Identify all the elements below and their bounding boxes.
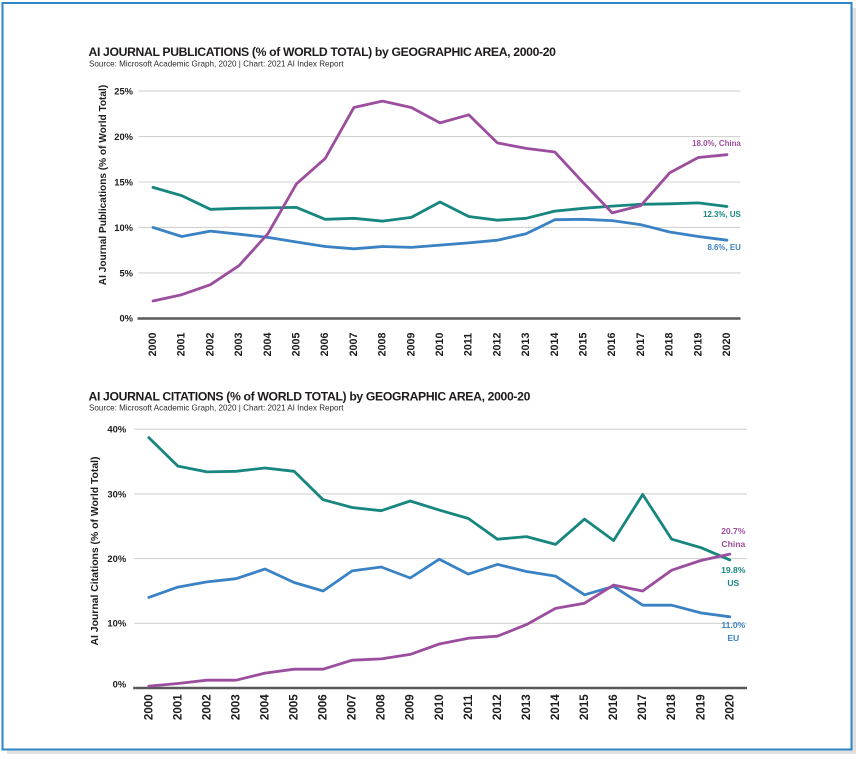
svg-text:8.6%, EU: 8.6%, EU (707, 243, 741, 252)
svg-text:2002: 2002 (200, 694, 213, 720)
svg-text:2020: 2020 (723, 694, 736, 720)
svg-text:2009: 2009 (404, 694, 417, 720)
svg-text:2011: 2011 (463, 333, 475, 356)
svg-text:2006: 2006 (317, 694, 330, 720)
svg-text:2003: 2003 (233, 333, 245, 357)
svg-text:US: US (727, 578, 739, 588)
svg-text:2010: 2010 (434, 333, 446, 357)
svg-text:2018: 2018 (664, 333, 676, 357)
svg-text:18.0%, China: 18.0%, China (692, 139, 741, 148)
svg-text:10%: 10% (114, 222, 133, 233)
svg-text:2017: 2017 (636, 694, 649, 720)
svg-text:2017: 2017 (635, 333, 647, 357)
svg-text:AI JOURNAL PUBLICATIONS (% of: AI JOURNAL PUBLICATIONS (% of WORLD TOTA… (89, 45, 557, 59)
svg-text:10%: 10% (107, 618, 126, 629)
svg-text:2018: 2018 (665, 694, 678, 720)
svg-text:China: China (721, 539, 745, 549)
svg-text:2004: 2004 (259, 694, 272, 720)
svg-text:EU: EU (727, 633, 739, 643)
svg-text:AI Journal Publications (% of: AI Journal Publications (% of World Tota… (98, 85, 109, 285)
svg-text:AI JOURNAL CITATIONS (% of WOR: AI JOURNAL CITATIONS (% of WORLD TOTAL) … (89, 389, 531, 403)
svg-text:2007: 2007 (348, 333, 360, 357)
svg-text:0%: 0% (119, 313, 133, 324)
svg-text:20%: 20% (107, 553, 126, 564)
svg-text:2002: 2002 (204, 333, 216, 357)
svg-text:2013: 2013 (520, 333, 532, 357)
svg-text:2015: 2015 (578, 333, 590, 357)
svg-text:2011: 2011 (462, 694, 475, 720)
svg-text:2007: 2007 (346, 694, 359, 720)
svg-text:2020: 2020 (721, 333, 733, 357)
svg-text:2016: 2016 (606, 333, 618, 357)
svg-text:2019: 2019 (692, 333, 704, 357)
svg-text:30%: 30% (107, 488, 126, 499)
svg-text:2015: 2015 (578, 694, 591, 720)
svg-text:2006: 2006 (319, 333, 331, 357)
svg-text:2003: 2003 (230, 694, 243, 720)
svg-text:25%: 25% (114, 86, 133, 97)
svg-text:20.7%: 20.7% (721, 526, 746, 536)
svg-text:2008: 2008 (377, 333, 389, 357)
svg-text:2016: 2016 (607, 694, 620, 720)
svg-text:5%: 5% (119, 267, 133, 278)
svg-text:Source: Microsoft Academic Gra: Source: Microsoft Academic Graph, 2020 |… (89, 60, 344, 69)
svg-text:2001: 2001 (171, 694, 184, 720)
svg-text:2019: 2019 (694, 694, 707, 720)
svg-text:2004: 2004 (262, 333, 274, 357)
svg-text:2000: 2000 (142, 694, 155, 720)
svg-text:2013: 2013 (520, 694, 533, 720)
svg-text:2014: 2014 (549, 333, 561, 357)
svg-text:15%: 15% (114, 176, 133, 187)
svg-text:12.3%, US: 12.3%, US (703, 210, 741, 219)
svg-text:2008: 2008 (375, 694, 388, 720)
svg-text:19.8%: 19.8% (721, 565, 746, 575)
svg-text:2012: 2012 (491, 694, 504, 720)
svg-text:2014: 2014 (549, 694, 562, 720)
svg-text:40%: 40% (107, 424, 126, 435)
svg-text:20%: 20% (114, 131, 133, 142)
svg-text:2005: 2005 (288, 694, 301, 720)
svg-text:Source: Microsoft Academic Gra: Source: Microsoft Academic Graph, 2020 |… (89, 403, 344, 412)
svg-text:2001: 2001 (176, 333, 188, 357)
svg-text:0%: 0% (113, 679, 127, 690)
svg-text:2012: 2012 (491, 333, 503, 357)
svg-text:2000: 2000 (147, 333, 159, 357)
svg-text:2005: 2005 (291, 333, 303, 357)
svg-text:11.0%: 11.0% (721, 620, 745, 630)
svg-text:2009: 2009 (405, 333, 417, 357)
svg-text:AI Journal Citations (% of Wor: AI Journal Citations (% of World Total) (90, 457, 101, 646)
svg-text:2010: 2010 (433, 694, 446, 720)
